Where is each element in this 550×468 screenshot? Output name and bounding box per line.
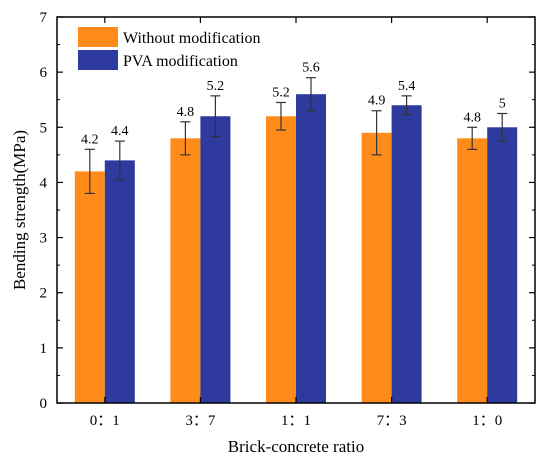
bar-pva-modification: [487, 127, 518, 404]
data-label: 5.2: [207, 79, 225, 94]
bar-without-modification: [361, 132, 392, 404]
bars-layer: [74, 94, 518, 404]
bar-pva-modification: [391, 105, 422, 403]
x-axis-label: Brick-concrete ratio: [228, 437, 364, 456]
y-tick-label: 4: [40, 175, 48, 191]
y-tick-label: 2: [40, 286, 48, 302]
x-tick-label: 0：1: [90, 413, 120, 429]
y-tick-label: 6: [40, 65, 48, 81]
y-tick-label: 1: [40, 341, 48, 357]
data-label: 4.8: [463, 110, 481, 125]
bar-without-modification: [170, 138, 201, 404]
y-tick-label: 5: [40, 120, 48, 136]
y-axis-ticks: 0 1 2 3 4 5 6 7: [40, 10, 535, 412]
data-label: 5: [499, 97, 506, 112]
y-tick-label: 0: [40, 396, 48, 412]
y-tick-label: 7: [40, 10, 48, 26]
x-axis-ticks: 0：1 3：7 1：1 7：3 1：0: [90, 17, 502, 429]
data-label: 5.2: [272, 85, 290, 100]
x-tick-label: 7：3: [377, 413, 407, 429]
legend: Without modification PVA modification: [78, 27, 261, 70]
data-label: 5.4: [398, 79, 416, 94]
legend-label: Without modification: [123, 30, 261, 47]
x-tick-label: 1：1: [281, 413, 311, 429]
legend-swatch: [78, 50, 118, 70]
x-tick-label: 3：7: [185, 413, 216, 429]
bar-without-modification: [457, 138, 488, 404]
legend-label: PVA modification: [123, 53, 238, 70]
x-tick-label: 1：0: [472, 413, 502, 429]
bar-pva-modification: [200, 116, 231, 403]
data-label: 4.9: [368, 94, 386, 109]
data-label: 4.8: [177, 105, 195, 120]
bar-pva-modification: [296, 94, 326, 403]
y-tick-label: 3: [40, 231, 48, 247]
bar-without-modification: [74, 171, 105, 403]
data-labels-layer: 4.2 4.4 4.8 5.2 5.2 5.6 4.9 5.4 4.8 5: [81, 61, 506, 148]
bar-without-modification: [266, 116, 296, 403]
bar-pva-modification: [104, 160, 135, 403]
data-label: 5.6: [302, 61, 320, 76]
y-axis-label: Bending strength(MPa): [10, 130, 29, 290]
data-label: 4.4: [111, 124, 129, 139]
error-bars-layer: [84, 77, 508, 195]
legend-swatch: [78, 27, 118, 47]
data-label: 4.2: [81, 132, 99, 147]
